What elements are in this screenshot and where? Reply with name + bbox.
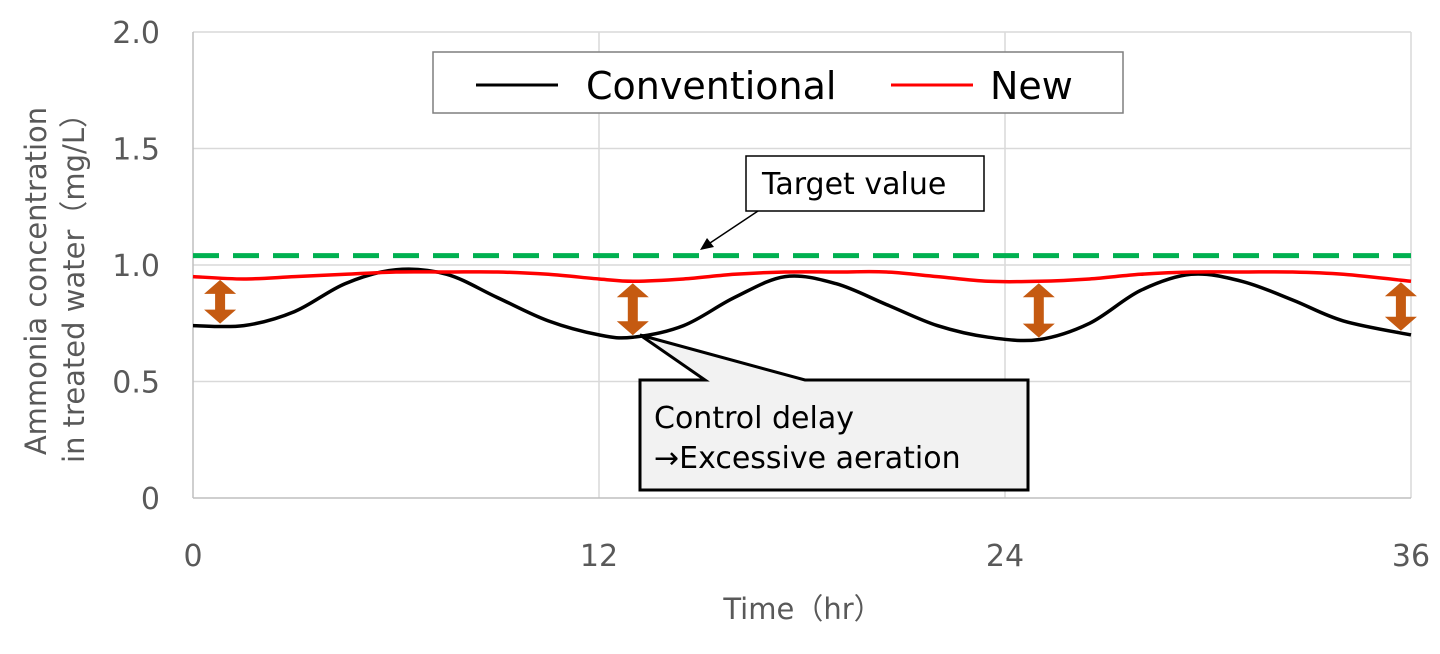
x-axis-title: Time（hr） xyxy=(722,592,882,626)
target-label-box xyxy=(745,155,985,212)
target-label: Target value xyxy=(761,167,946,202)
legend-label-new: New xyxy=(990,64,1073,108)
target-pointer-line xyxy=(706,210,759,246)
legend-label-conventional: Conventional xyxy=(586,64,836,108)
x-tick-label: 0 xyxy=(183,539,202,574)
x-tick-label: 24 xyxy=(986,539,1024,574)
x-tick-label: 12 xyxy=(580,539,618,574)
gap-arrow-2 xyxy=(1022,283,1055,338)
y-tick-label: 0.5 xyxy=(112,366,160,401)
gap-arrow-3 xyxy=(1384,282,1417,331)
y-axis-title-line-2: in treated water（mg/L） xyxy=(57,99,91,463)
y-tick-label: 2.0 xyxy=(112,16,160,51)
axes: 0 0.5 1.0 1.5 2.0 0 12 24 36 xyxy=(112,16,1430,574)
y-axis-title-line-1: Ammonia concentration xyxy=(19,107,53,455)
y-tick-label: 1.5 xyxy=(112,133,160,168)
series-line-conventional xyxy=(192,267,1412,343)
y-axis-title: Ammonia concentration in treated water（m… xyxy=(19,99,91,463)
series-line-new xyxy=(192,269,1412,284)
x-tick-label: 36 xyxy=(1392,539,1430,574)
legend: Conventional New xyxy=(432,51,1124,114)
series xyxy=(192,267,1412,343)
callout: Control delay →Excessive aeration xyxy=(638,333,1030,492)
y-tick-label: 0 xyxy=(141,482,160,517)
callout-line-1: Control delay xyxy=(654,401,854,436)
legend-box xyxy=(432,51,1124,114)
target-annotation: Target value xyxy=(700,155,985,250)
callout-bubble xyxy=(638,333,1030,492)
target-pointer-arrowhead xyxy=(700,238,714,250)
gap-arrow-1 xyxy=(616,283,649,336)
callout-line-2: →Excessive aeration xyxy=(654,441,961,476)
y-tick-label: 1.0 xyxy=(112,249,160,284)
gap-arrows xyxy=(204,279,1417,338)
gap-arrow-0 xyxy=(204,279,237,324)
